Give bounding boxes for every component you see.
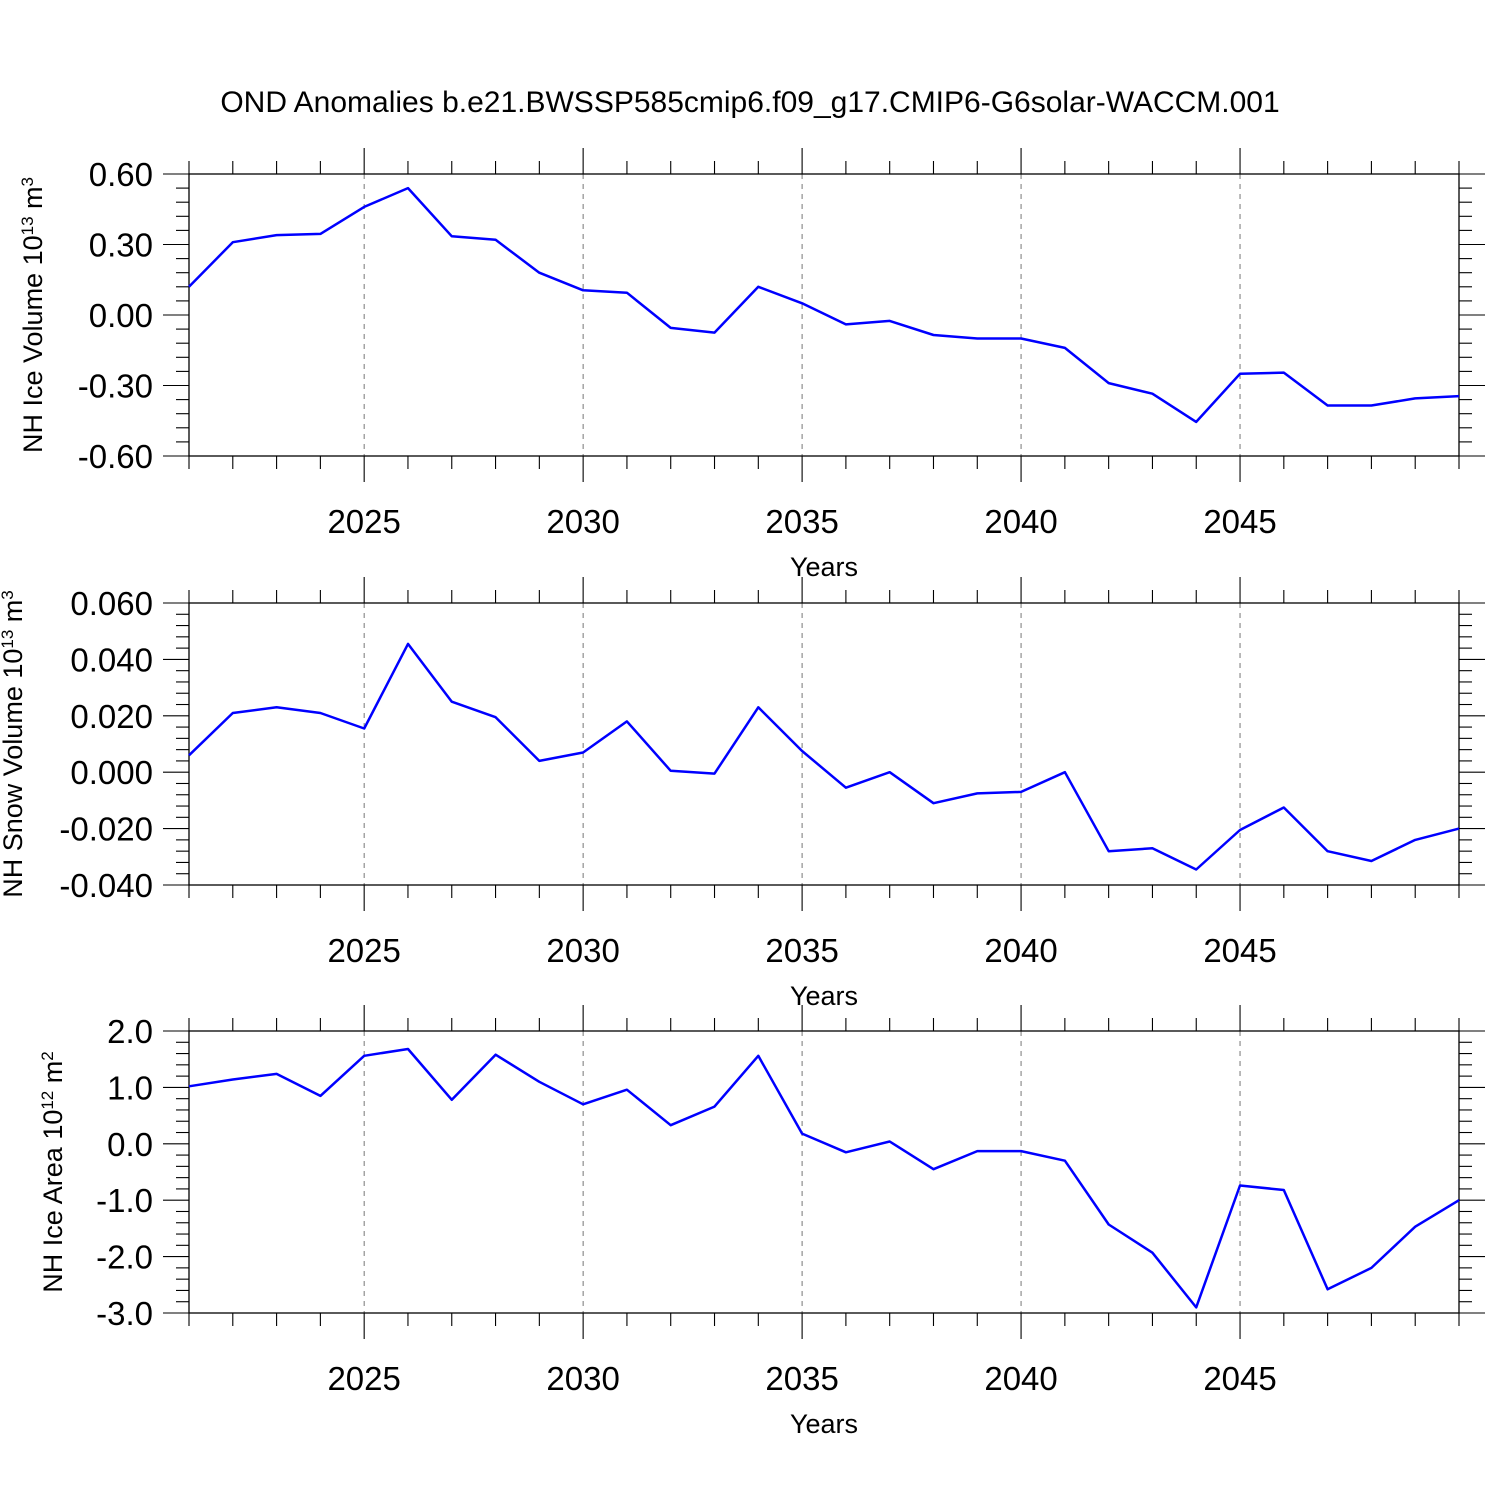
series-line — [188, 642, 1460, 871]
y-tick-label: 0.0 — [107, 1126, 153, 1163]
y-axis-title-text: NH Ice Area 10 — [38, 1110, 68, 1293]
y-tick-label: 0.30 — [89, 227, 153, 264]
x-axis-title: Years — [790, 552, 858, 582]
y-tick-label: -2.0 — [96, 1239, 153, 1276]
series-line — [188, 1047, 1460, 1309]
series-line — [188, 186, 1460, 424]
y-axis-title-unit: m — [38, 1061, 68, 1091]
x-tick-label: 2030 — [546, 1360, 619, 1397]
y-axis-title: NH Ice Area 1012 m2 — [38, 1051, 69, 1292]
y-tick-label: 0.00 — [89, 297, 153, 334]
y-tick-label: 2.0 — [107, 1013, 153, 1050]
y-tick-label: 0.060 — [70, 585, 153, 622]
y-axis-title: NH Snow Volume 1013 m3 — [0, 590, 28, 898]
x-axis-title: Years — [790, 1409, 858, 1439]
y-tick-label: -0.040 — [59, 867, 153, 904]
y-axis-title-sup: 13 — [0, 630, 17, 649]
y-tick-label: 1.0 — [107, 1069, 153, 1106]
x-tick-label: 2045 — [1203, 1360, 1276, 1397]
x-tick-label: 2035 — [765, 932, 838, 969]
y-tick-label: 0.000 — [70, 754, 153, 791]
y-tick-label: -0.60 — [78, 438, 153, 475]
panel-1: 0.60 0.30 0.00 -0.30 -0.60 2025 2030 2035 2040 20… — [18, 148, 1485, 582]
x-tick-label: 2035 — [765, 1360, 838, 1397]
y-tick-label: -1.0 — [96, 1182, 153, 1219]
y-tick-label: 0.040 — [70, 641, 153, 678]
y-axis-title-text: NH Snow Volume 10 — [0, 649, 28, 898]
y-tick-label: -0.020 — [59, 811, 153, 848]
y-axis-title-sup: 12 — [38, 1091, 57, 1110]
x-tick-label: 2040 — [984, 932, 1057, 969]
y-tick-label: 0.60 — [89, 156, 153, 193]
x-tick-label: 2045 — [1203, 932, 1276, 969]
x-tick-label: 2025 — [327, 503, 400, 540]
figure-title: OND Anomalies b.e21.BWSSP585cmip6.f09_g1… — [220, 86, 1279, 119]
y-tick-label: -0.30 — [78, 368, 153, 405]
x-tick-label: 2040 — [984, 503, 1057, 540]
x-tick-label: 2025 — [327, 932, 400, 969]
x-tick-label: 2040 — [984, 1360, 1057, 1397]
panel-2: 0.060 0.040 0.020 0.000 -0.020 -0.040 2025 2030… — [0, 577, 1485, 1011]
y-axis-title-unit: m — [18, 186, 48, 216]
x-axis-title: Years — [790, 981, 858, 1011]
y-axis-title-unit: m — [0, 600, 28, 630]
y-axis-title-sup: 13 — [18, 216, 37, 235]
y-tick-label: 0.020 — [70, 698, 153, 735]
x-tick-label: 2030 — [546, 932, 619, 969]
x-tick-label: 2030 — [546, 503, 619, 540]
x-tick-label: 2035 — [765, 503, 838, 540]
y-axis-title-unit-sup: 3 — [0, 590, 17, 599]
x-tick-label: 2025 — [327, 1360, 400, 1397]
y-axis-title-text: NH Ice Volume 10 — [18, 235, 48, 453]
y-tick-label: -3.0 — [96, 1295, 153, 1332]
y-axis-title-unit-sup: 3 — [18, 177, 37, 186]
x-tick-label: 2045 — [1203, 503, 1276, 540]
plot-frame — [188, 602, 1460, 886]
panel-3: 2.0 1.0 0.0 -1.0 -2.0 -3.0 2025 2030 2035 2040 204… — [38, 1005, 1485, 1439]
y-axis-title-unit-sup: 2 — [38, 1051, 57, 1060]
plot-frame — [188, 1030, 1460, 1314]
y-axis-title: NH Ice Volume 1013 m3 — [18, 177, 49, 453]
